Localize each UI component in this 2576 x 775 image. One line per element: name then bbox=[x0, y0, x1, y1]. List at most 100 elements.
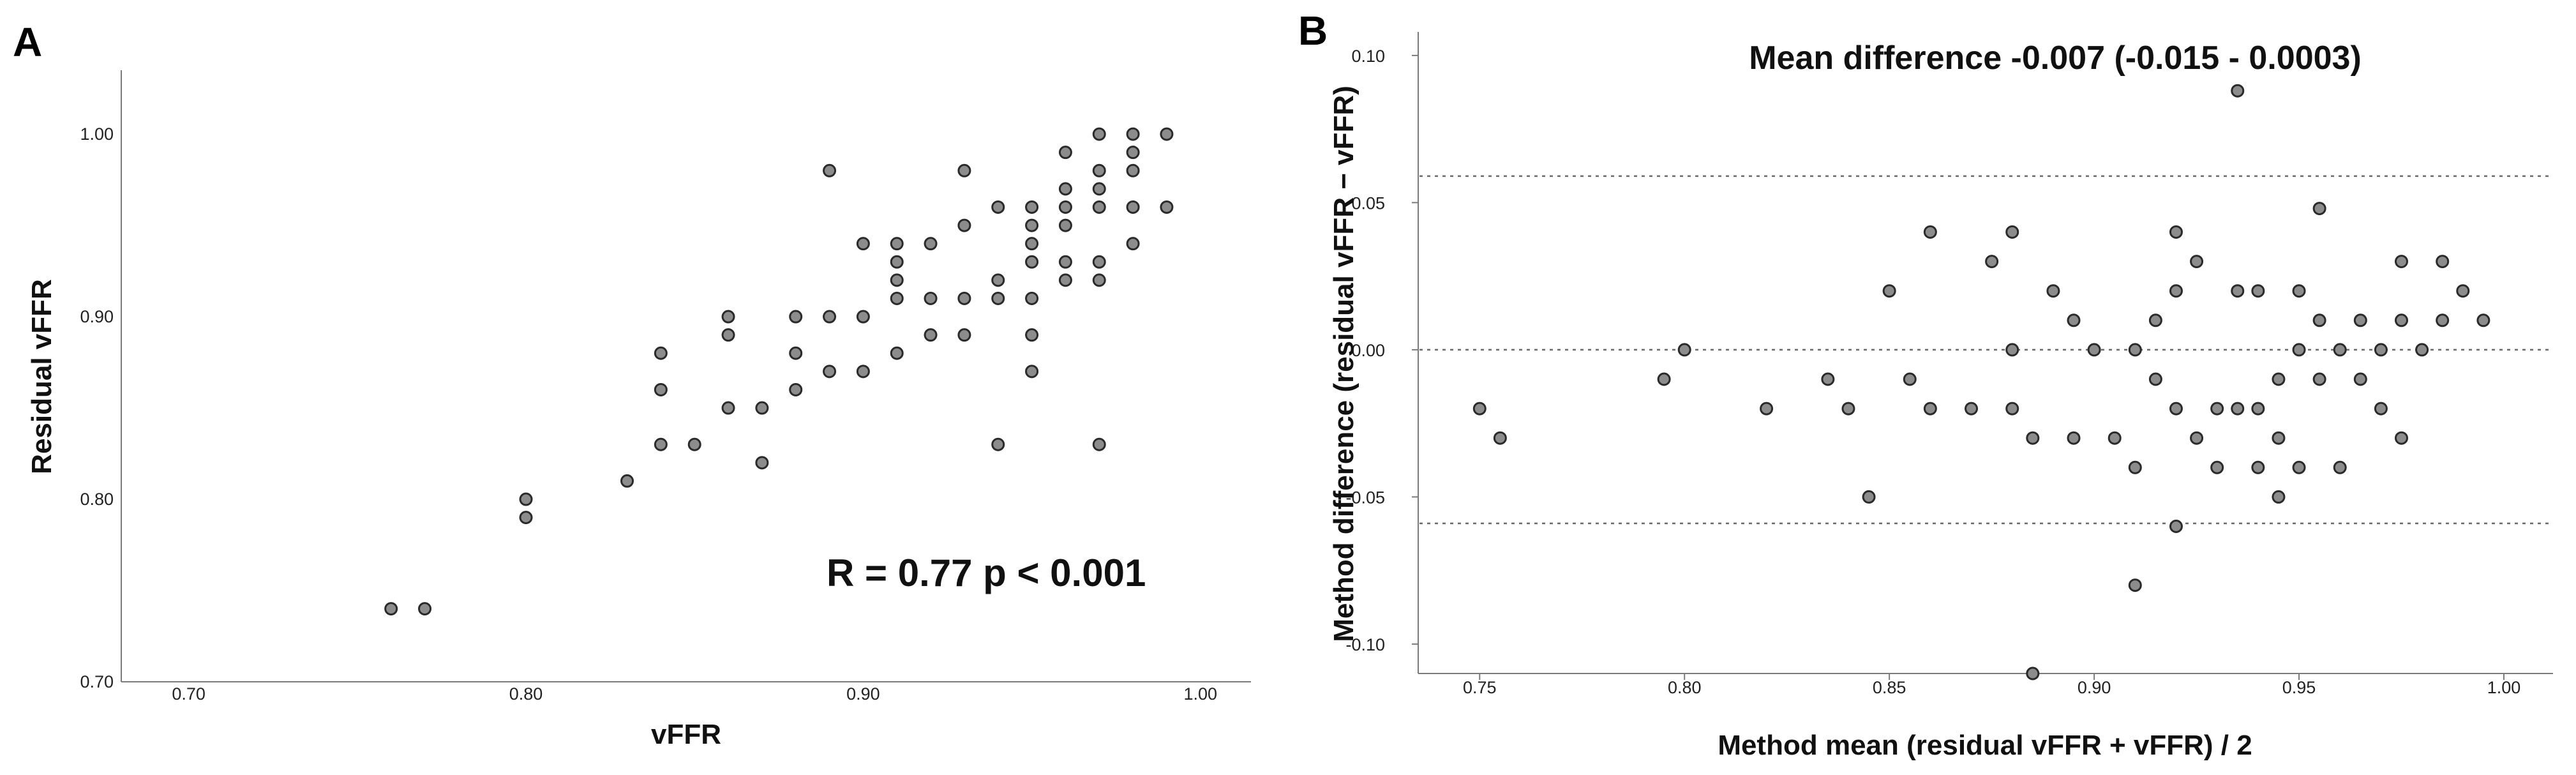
panel-a-data-point bbox=[519, 511, 533, 525]
panel-b-data-point bbox=[2190, 255, 2204, 269]
panel-b-data-point bbox=[1657, 372, 1671, 386]
panel-a-data-point bbox=[957, 218, 971, 232]
panel-a-data-point bbox=[654, 346, 668, 360]
panel-b-letter: B bbox=[1298, 8, 1328, 54]
panel-a-y-tick-label: 0.80 bbox=[80, 490, 114, 509]
panel-a-points bbox=[384, 127, 1174, 616]
panel-b-data-point bbox=[2046, 284, 2060, 298]
panel-a-y-tick-label: 1.00 bbox=[80, 124, 114, 144]
panel-a-data-point bbox=[1092, 182, 1106, 196]
panel-a-data-point bbox=[1058, 200, 1072, 214]
panel-a-data-point bbox=[1025, 218, 1039, 232]
panel-b-data-point bbox=[2231, 402, 2245, 416]
panel-b-y-tick-label: 0.00 bbox=[1351, 341, 1385, 360]
panel-a-data-point bbox=[856, 237, 870, 251]
panel-a-data-point bbox=[1058, 273, 1072, 287]
panel-a-data-point bbox=[890, 273, 904, 287]
panel-b-data-point bbox=[2128, 460, 2142, 474]
panel-a-y-ticks: 0.70 0.80 0.90 1.00 bbox=[80, 124, 114, 691]
panel-b-data-point bbox=[2292, 343, 2306, 357]
panel-a-data-point bbox=[1058, 146, 1072, 160]
panel-b-mean-difference-title: Mean difference -0.007 (-0.015 - 0.0003) bbox=[1749, 40, 2362, 77]
panel-a-data-point bbox=[1058, 255, 1072, 269]
panel-a-x-ticks: 0.70 0.80 0.90 1.00 bbox=[172, 684, 1217, 704]
panel-a-data-point bbox=[890, 291, 904, 305]
panel-b-data-point bbox=[2456, 284, 2470, 298]
panel-b-data-point bbox=[2148, 372, 2162, 386]
panel-a-data-point bbox=[856, 310, 870, 324]
panel-b-data-point bbox=[1493, 431, 1507, 445]
panel-a-data-point bbox=[789, 310, 803, 324]
panel-b-data-point bbox=[1821, 372, 1835, 386]
panel-a-data-point bbox=[991, 200, 1005, 214]
panel-a: A 0.70 0.80 0.90 1.00 0.70 0.80 0.90 1.00 vFFR… bbox=[13, 19, 1251, 750]
panel-a-data-point bbox=[1025, 255, 1039, 269]
panel-b-data-point bbox=[2333, 460, 2347, 474]
panel-a-x-tick-label: 0.80 bbox=[509, 684, 543, 704]
panel-b-data-point bbox=[1882, 284, 1896, 298]
panel-b-y-axis-title: Method difference (residual vFFR − vFFR) bbox=[1328, 86, 1359, 642]
panel-b-x-tick-label: 0.80 bbox=[1668, 678, 1702, 697]
panel-b-data-point bbox=[2087, 343, 2101, 357]
panel-b: B -0.10 -0.05 0.00 0.05 0.10 0.75 0.80 0.85 0.9… bbox=[1298, 8, 2553, 761]
panel-a-data-point bbox=[991, 437, 1005, 451]
panel-b-data-point bbox=[2067, 431, 2081, 445]
panel-a-data-point bbox=[1092, 127, 1106, 141]
panel-a-x-axis-title: vFFR bbox=[651, 719, 721, 750]
panel-a-data-point bbox=[1160, 127, 1174, 141]
panel-b-data-point bbox=[2312, 372, 2326, 386]
panel-a-data-point bbox=[1126, 237, 1140, 251]
panel-b-y-tick-label: 0.10 bbox=[1351, 47, 1385, 66]
panel-b-data-point bbox=[1862, 490, 1876, 504]
panel-b-data-point bbox=[2353, 313, 2367, 327]
panel-a-data-point bbox=[823, 365, 837, 379]
panel-b-data-point bbox=[2026, 666, 2040, 681]
panel-a-data-point bbox=[654, 382, 668, 396]
panel-b-data-point bbox=[2128, 578, 2142, 592]
panel-a-data-point bbox=[654, 437, 668, 451]
panel-a-data-point bbox=[1025, 365, 1039, 379]
panel-b-data-point bbox=[2108, 431, 2122, 445]
panel-a-data-point bbox=[1092, 255, 1106, 269]
panel-a-data-point bbox=[1160, 200, 1174, 214]
panel-a-data-point bbox=[721, 310, 735, 324]
panel-a-data-point bbox=[957, 328, 971, 342]
panel-a-x-tick-label: 0.90 bbox=[846, 684, 880, 704]
panel-b-data-point bbox=[2251, 460, 2265, 474]
panel-b-data-point bbox=[2272, 372, 2286, 386]
panel-a-data-point bbox=[823, 163, 837, 177]
panel-a-x-tick-label: 0.70 bbox=[172, 684, 206, 704]
panel-a-data-point bbox=[1126, 127, 1140, 141]
panel-b-x-tick-label: 1.00 bbox=[2487, 678, 2521, 697]
panel-b-data-point bbox=[2210, 460, 2224, 474]
panel-b-y-tick-label: -0.10 bbox=[1345, 635, 1385, 654]
panel-b-reference-lines bbox=[1419, 175, 2553, 525]
panel-a-data-point bbox=[957, 291, 971, 305]
panel-a-y-axis-title: Residual vFFR bbox=[26, 279, 57, 474]
panel-a-data-point bbox=[1058, 182, 1072, 196]
panel-b-data-point bbox=[2353, 372, 2367, 386]
panel-b-data-point bbox=[2169, 519, 2183, 533]
panel-b-data-point bbox=[2272, 490, 2286, 504]
panel-b-data-point bbox=[2415, 343, 2429, 357]
panel-a-data-point bbox=[687, 437, 701, 451]
panel-b-x-tick-label: 0.95 bbox=[2282, 678, 2316, 697]
panel-a-data-point bbox=[755, 456, 769, 470]
panel-b-x-tick-label: 0.90 bbox=[2078, 678, 2111, 697]
panel-b-data-point bbox=[2005, 343, 2019, 357]
panel-a-data-point bbox=[789, 346, 803, 360]
panel-b-data-point bbox=[2169, 225, 2183, 239]
panel-b-data-point bbox=[1677, 343, 1691, 357]
panel-b-data-point bbox=[2292, 284, 2306, 298]
panel-a-data-point bbox=[823, 310, 837, 324]
panel-a-data-point bbox=[1058, 218, 1072, 232]
panel-b-data-point bbox=[2395, 313, 2409, 327]
panel-b-data-point bbox=[2005, 225, 2019, 239]
panel-a-data-point bbox=[991, 291, 1005, 305]
panel-b-data-point bbox=[2436, 313, 2450, 327]
panel-a-data-point bbox=[890, 255, 904, 269]
panel-a-data-point bbox=[924, 237, 938, 251]
panel-b-data-point bbox=[2067, 313, 2081, 327]
panel-a-data-point bbox=[1025, 328, 1039, 342]
